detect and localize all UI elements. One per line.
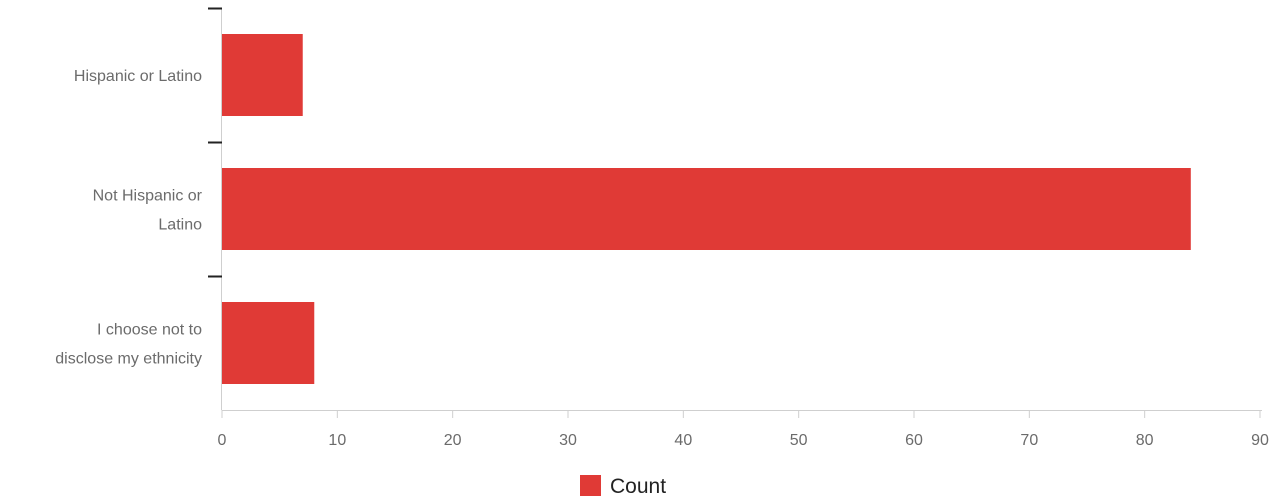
- category-label: disclose my ethnicity: [55, 351, 202, 368]
- x-tick-label: 0: [218, 432, 227, 449]
- x-tick-label: 90: [1251, 432, 1269, 449]
- axes-layer: [208, 7, 1262, 418]
- legend: Count: [580, 475, 666, 498]
- legend-label-count: Count: [610, 475, 666, 498]
- category-label: Hispanic or Latino: [74, 68, 202, 85]
- bar: [222, 168, 1191, 250]
- x-tick-label: 50: [790, 432, 808, 449]
- bars-layer: [222, 34, 1191, 384]
- x-tick-label: 30: [559, 432, 577, 449]
- category-label: I choose not to: [97, 322, 202, 339]
- x-tick-label: 70: [1020, 432, 1038, 449]
- category-label: Not Hispanic or: [93, 188, 203, 205]
- legend-swatch-count: [580, 475, 601, 496]
- bar: [222, 34, 303, 116]
- x-tick-label: 40: [674, 432, 692, 449]
- bar: [222, 302, 315, 384]
- x-tick-label: 10: [328, 432, 346, 449]
- x-tick-label: 80: [1136, 432, 1154, 449]
- x-tick-label: 20: [444, 432, 462, 449]
- x-tick-label: 60: [905, 432, 923, 449]
- category-label: Latino: [158, 217, 202, 234]
- labels-layer: 0 10 20 30 40 50 60 70 80 90 Hispanic or Latino Not…: [55, 68, 1269, 449]
